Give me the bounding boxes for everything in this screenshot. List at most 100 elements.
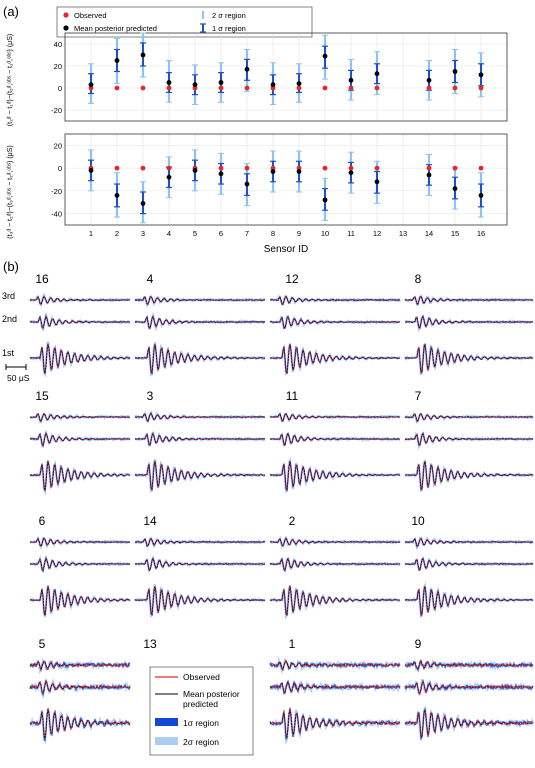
observed-point-sensor-12 bbox=[374, 85, 380, 91]
bottom-ylabel: (t₃ᵈ − t₂ᵈ)−(t₃ᵈ,ᵒᵇˢ − t₂ᵈ,ᵒᵇˢ) (μS) bbox=[7, 145, 14, 238]
legend-observed-marker bbox=[63, 12, 69, 18]
x-tick-label: 2 bbox=[115, 229, 119, 238]
mean-point-sensor-5 bbox=[192, 82, 198, 88]
mean-trace bbox=[405, 538, 534, 546]
waveform-grid: 16 4 12 8 15 3 11 7 6 14 2 10 5 13 1 9 bbox=[28, 272, 535, 745]
sigma1-band-trace bbox=[269, 679, 401, 696]
legend-b-observed: Observed bbox=[183, 672, 220, 682]
mean-trace bbox=[269, 681, 401, 694]
mean-trace bbox=[404, 344, 534, 373]
mean-point-sensor-5 bbox=[192, 168, 198, 173]
row-label-1st: 1st bbox=[2, 348, 15, 358]
observed-point-sensor-4 bbox=[166, 165, 172, 171]
mean-point-sensor-9 bbox=[296, 81, 302, 86]
sensor-label-7: 7 bbox=[415, 389, 422, 403]
mean-trace bbox=[30, 681, 131, 694]
x-tick-label: 5 bbox=[193, 229, 197, 238]
sensor-label-6: 6 bbox=[39, 514, 46, 528]
observed-point-sensor-2 bbox=[114, 85, 120, 91]
mean-trace bbox=[404, 316, 533, 328]
mean-point-sensor-6 bbox=[218, 80, 224, 85]
x-tick-label: 8 bbox=[271, 229, 275, 238]
x-tick-label: 3 bbox=[141, 229, 145, 238]
sensor-label-15: 15 bbox=[35, 389, 49, 403]
plot-top: -20 0 20 40 bbox=[51, 32, 508, 122]
mean-point-sensor-3 bbox=[140, 52, 146, 58]
observed-point-sensor-6 bbox=[218, 85, 224, 91]
y-tick-label: -20 bbox=[51, 187, 62, 196]
mean-point-sensor-15 bbox=[452, 186, 458, 192]
observed-trace bbox=[134, 343, 266, 374]
sensor-label-12: 12 bbox=[285, 272, 299, 286]
scale-bar-label: 50 μS bbox=[7, 373, 30, 383]
legend-mean-marker bbox=[63, 25, 69, 31]
legend-1sigma-label: 1 σ region bbox=[212, 24, 246, 33]
scale-bar: 50 μS bbox=[5, 364, 30, 383]
observed-point-sensor-6 bbox=[218, 165, 224, 171]
mean-trace bbox=[29, 709, 131, 739]
mean-trace bbox=[404, 433, 534, 445]
sensor-label-13: 13 bbox=[143, 637, 157, 651]
x-axis-label: Sensor ID bbox=[264, 244, 308, 255]
observed-point-sensor-3 bbox=[140, 85, 146, 91]
mean-point-sensor-10 bbox=[322, 53, 328, 59]
sensor-label-1: 1 bbox=[289, 637, 296, 651]
x-tick-label: 9 bbox=[297, 229, 301, 238]
mean-trace bbox=[134, 433, 266, 446]
y-tick-label: 20 bbox=[54, 141, 62, 150]
panel-b-legend: Observed Mean posterior predicted 1σ reg… bbox=[149, 666, 254, 756]
mean-trace bbox=[405, 296, 534, 305]
row-label-3rd: 3rd bbox=[2, 291, 15, 301]
mean-point-sensor-9 bbox=[296, 169, 302, 174]
observed-point-sensor-9 bbox=[296, 85, 302, 91]
mean-trace bbox=[270, 316, 400, 329]
legend-b-1sigma-swatch bbox=[155, 718, 178, 726]
mean-point-sensor-2 bbox=[114, 58, 120, 63]
sensor-label-9: 9 bbox=[415, 637, 422, 651]
mean-trace bbox=[269, 709, 400, 739]
observed-trace bbox=[404, 679, 534, 696]
mean-point-sensor-8 bbox=[270, 169, 276, 174]
mean-trace bbox=[135, 316, 265, 329]
observed-point-sensor-10 bbox=[322, 85, 328, 91]
sensor-label-14: 14 bbox=[143, 514, 157, 528]
mean-trace bbox=[404, 586, 534, 615]
y-tick-label: -40 bbox=[51, 210, 62, 219]
mean-trace bbox=[29, 316, 131, 329]
mean-trace bbox=[134, 537, 265, 547]
observed-point-sensor-7 bbox=[244, 165, 250, 171]
top-ylabel: (t₂ᵈ − t₁ᵈ)−(t₂ᵈ,ᵒᵇˢ − t₁ᵈ,ᵒᵇˢ) (μS) bbox=[7, 34, 14, 126]
observed-point-sensor-8 bbox=[270, 165, 276, 171]
mean-point-sensor-4 bbox=[166, 80, 172, 85]
x-tick-label: 1 bbox=[89, 229, 93, 238]
x-tick-label: 13 bbox=[399, 229, 407, 238]
mean-trace bbox=[270, 433, 401, 446]
mean-point-sensor-4 bbox=[166, 174, 172, 180]
mean-trace bbox=[29, 586, 131, 616]
plot-frame bbox=[64, 32, 508, 122]
observed-point-sensor-9 bbox=[296, 165, 302, 171]
y-tick-label: 40 bbox=[54, 40, 62, 49]
x-tick-label: 14 bbox=[425, 229, 433, 238]
mean-trace bbox=[134, 412, 265, 422]
x-tick-label: 7 bbox=[245, 229, 249, 238]
mean-point-sensor-3 bbox=[140, 200, 146, 206]
mean-point-sensor-16 bbox=[478, 193, 484, 198]
mean-point-sensor-14 bbox=[426, 172, 432, 178]
x-tick-label: 15 bbox=[451, 229, 459, 238]
mean-point-sensor-7 bbox=[244, 66, 250, 72]
legend-observed-label: Observed bbox=[74, 11, 107, 20]
observed-point-sensor-11 bbox=[348, 165, 354, 171]
legend-b-2sigma-swatch bbox=[155, 737, 178, 745]
mean-trace bbox=[269, 661, 400, 670]
mean-trace bbox=[30, 412, 131, 422]
mean-point-sensor-16 bbox=[478, 72, 484, 78]
mean-trace bbox=[269, 586, 400, 616]
observed-point-sensor-5 bbox=[192, 85, 198, 91]
mean-point-sensor-1 bbox=[88, 82, 94, 88]
mean-point-sensor-14 bbox=[426, 77, 432, 83]
mean-trace bbox=[29, 558, 130, 572]
mean-trace bbox=[135, 461, 265, 491]
sensor-label-8: 8 bbox=[415, 272, 422, 286]
